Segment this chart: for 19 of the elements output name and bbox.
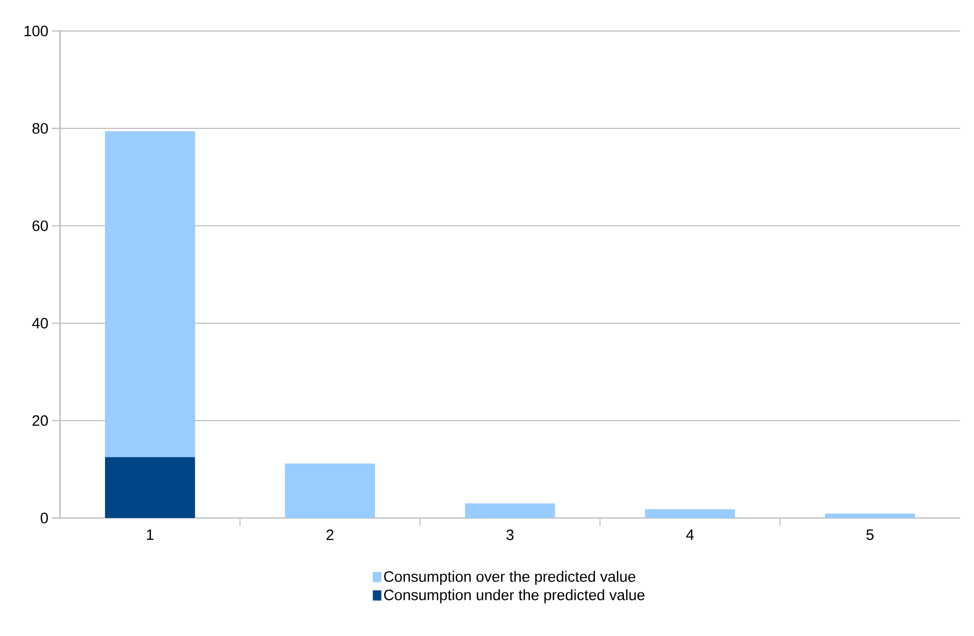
x-tick-label: 4: [686, 530, 694, 540]
bar: [105, 131, 196, 458]
y-tick-label: 60: [32, 220, 48, 232]
legend-label: Consumption over the predicted value: [384, 570, 636, 585]
y-tick-label: 100: [24, 26, 48, 36]
x-tick-label: 5: [866, 530, 874, 540]
y-tick-label: 40: [32, 318, 48, 328]
bar: [285, 463, 376, 518]
legend-label: Consumption under the predicted value: [384, 589, 644, 604]
y-tick-label: 0: [40, 512, 48, 524]
y-tick-label: 80: [32, 123, 48, 134]
bar: [645, 509, 735, 518]
bar: [825, 514, 915, 518]
x-tick-label: 3: [506, 530, 514, 540]
bar: [465, 503, 556, 518]
bar: [105, 457, 196, 518]
x-tick-label: 1: [146, 530, 154, 540]
y-tick-label: 20: [32, 415, 48, 426]
x-tick-label: 2: [326, 530, 334, 540]
